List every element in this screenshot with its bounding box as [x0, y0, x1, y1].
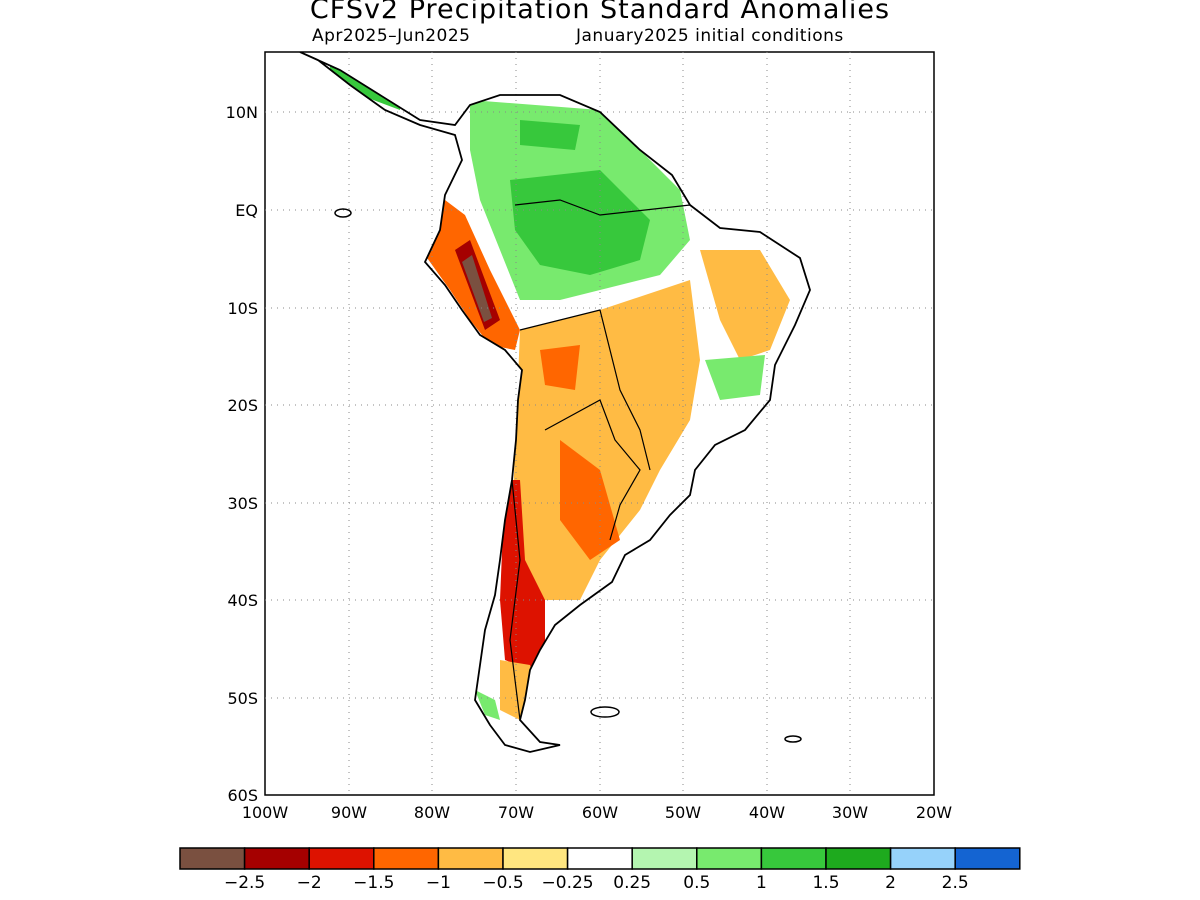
colorbar-label: −1.5 [353, 873, 394, 893]
anomaly-shading [330, 52, 790, 720]
colorbar-label: 1.5 [812, 873, 839, 893]
map-title: CFSv2 Precipitation Standard Anomalies [309, 0, 891, 25]
colorbar-label: −2.5 [224, 873, 265, 893]
lon-label: 40W [749, 803, 785, 822]
colorbar-swatch [179, 847, 246, 870]
lat-label: 10N [226, 103, 258, 122]
colorbar-swatch [825, 847, 892, 870]
lon-label: 80W [414, 803, 450, 822]
colorbar-swatch [954, 847, 1021, 870]
colorbar-swatch [760, 847, 827, 870]
colorbar-label: 0.25 [613, 873, 651, 893]
lat-label: 10S [227, 299, 258, 318]
colorbar-swatch [243, 847, 310, 870]
longitude-labels: 100W 90W 80W 70W 60W 50W 40W 30W 20W [242, 803, 952, 822]
lon-label: 100W [242, 803, 289, 822]
colorbar-label: 2.5 [942, 873, 969, 893]
colorbar-swatch [889, 847, 956, 870]
lat-label: 60S [227, 786, 258, 805]
lon-label: 30W [832, 803, 868, 822]
lat-label: 40S [227, 591, 258, 610]
colorbar-label: 1 [756, 873, 767, 893]
lon-label: 50W [665, 803, 701, 822]
latitude-labels: 10N EQ 10S 20S 30S 40S 50S 60S [226, 103, 258, 805]
colorbar-swatch [308, 847, 375, 870]
colorbar-label: −2 [297, 873, 322, 893]
colorbar-swatch [631, 847, 698, 870]
lat-label: 50S [227, 689, 258, 708]
lat-label: 20S [227, 396, 258, 415]
colorbar-label: −0.25 [542, 873, 594, 893]
colorbar-label: −1 [426, 873, 451, 893]
colorbar: −2.5 −2 −1.5 −1 −0.5 −0.25 0.25 0.5 1 1.5 2 2.5 [179, 847, 1021, 893]
colorbar-swatch [373, 847, 440, 870]
lon-label: 70W [498, 803, 534, 822]
colorbar-label: −0.5 [482, 873, 523, 893]
coastline [299, 52, 811, 753]
lon-label: 20W [916, 803, 952, 822]
colorbar-swatch [566, 847, 633, 870]
forecast-period: Apr2025–Jun2025 [312, 26, 471, 46]
initial-conditions: January2025 initial conditions [576, 26, 844, 46]
lon-label: 90W [331, 803, 367, 822]
lat-label: EQ [235, 201, 258, 220]
colorbar-swatch [437, 847, 504, 870]
colorbar-swatch [696, 847, 763, 870]
lon-label: 60W [582, 803, 618, 822]
colorbar-swatch [502, 847, 569, 870]
colorbar-label: 0.5 [683, 873, 710, 893]
colorbar-label: 2 [885, 873, 896, 893]
lat-label: 30S [227, 494, 258, 513]
